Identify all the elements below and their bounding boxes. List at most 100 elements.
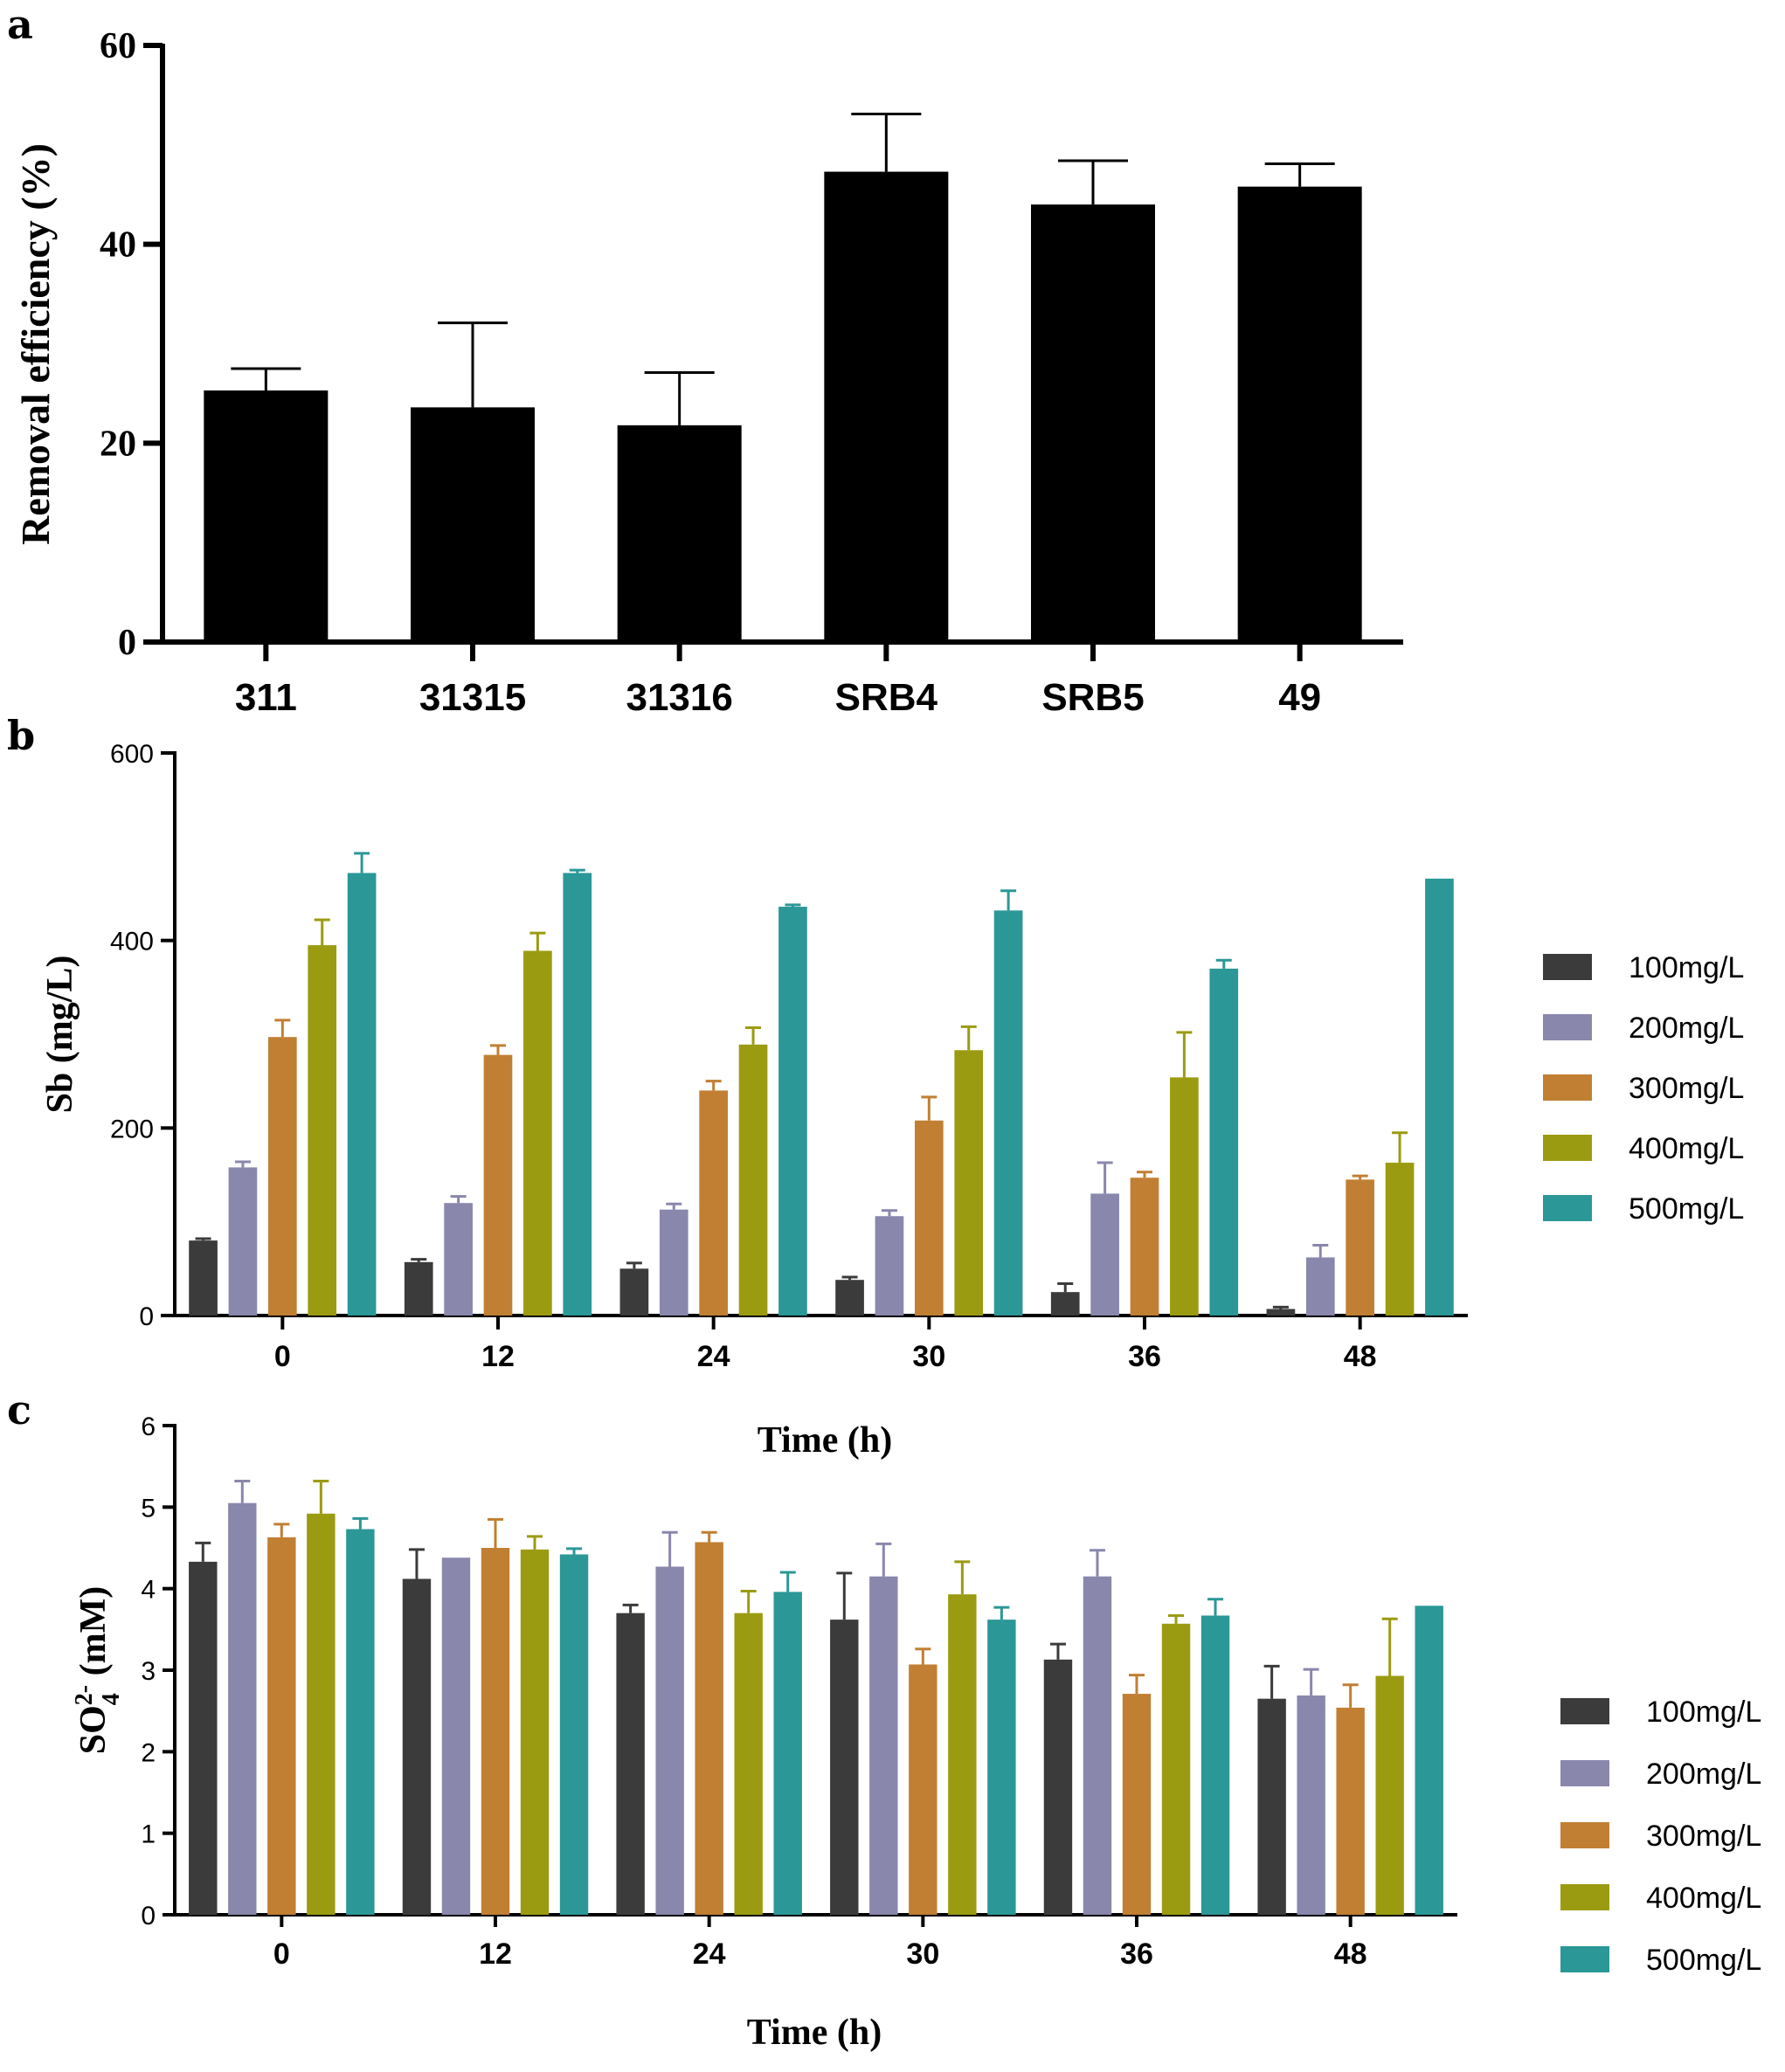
legend-swatch-500mg-l [1560, 1946, 1609, 1972]
y-axis-title: Sb (mg/L) [40, 956, 80, 1114]
y-tick-label-20: 20 [100, 424, 136, 464]
bar-removal-efficiency-311 [204, 390, 329, 642]
bar-100mg-l-48 [1266, 1309, 1296, 1316]
bar-500mg-l-30 [987, 1620, 1016, 1915]
y-axis-title: Removal efficiency (%) [13, 143, 58, 545]
x-tick-label-30: 30 [912, 1340, 945, 1373]
bar-300mg-l-0 [267, 1037, 297, 1316]
y-tick-label-400: 400 [110, 928, 154, 957]
legend-label-400mg-l: 400mg/L [1629, 1132, 1744, 1165]
bar-removal-efficiency-srb4 [824, 171, 949, 642]
x-tick-label-srb5: SRB5 [1041, 676, 1144, 719]
x-tick-label-0: 0 [273, 1937, 290, 1971]
bar-500mg-l-30 [993, 910, 1023, 1316]
bar-400mg-l-24 [738, 1044, 768, 1316]
x-tick-label-31316: 31316 [626, 676, 732, 719]
legend-label-200mg-l: 200mg/L [1629, 1012, 1744, 1045]
legend-swatch-500mg-l [1543, 1195, 1592, 1221]
y-tick-label-4: 4 [141, 1576, 156, 1605]
bar-400mg-l-0 [307, 1513, 336, 1915]
x-tick-label-31315: 31315 [419, 676, 526, 719]
legend-label-200mg-l: 200mg/L [1646, 1758, 1761, 1791]
y-tick-label-5: 5 [141, 1494, 156, 1523]
y-tick-label-6: 6 [141, 1412, 156, 1441]
y-tick-label-40: 40 [100, 225, 136, 266]
bar-100mg-l-36 [1050, 1292, 1080, 1316]
legend-label-100mg-l: 100mg/L [1629, 951, 1744, 984]
legend-b: 100mg/L 200mg/L 300mg/L 400mg/L 500mg/L [1543, 951, 1744, 1226]
bar-300mg-l-0 [267, 1537, 296, 1915]
bar-100mg-l-12 [402, 1578, 432, 1915]
panel-letter-c: c [7, 1386, 31, 1433]
bar-500mg-l-36 [1209, 968, 1239, 1316]
legend-swatch-400mg-l [1543, 1135, 1592, 1161]
bar-100mg-l-0 [189, 1561, 218, 1915]
x-tick-label-36: 36 [1128, 1340, 1161, 1373]
bar-removal-efficiency-49 [1237, 186, 1362, 643]
bar-300mg-l-30 [909, 1664, 937, 1915]
legend-label-100mg-l: 100mg/L [1646, 1696, 1761, 1729]
bar-400mg-l-30 [948, 1594, 977, 1915]
bar-500mg-l-24 [773, 1592, 802, 1915]
x-axis-title: Time (h) [747, 2013, 882, 2053]
y-tick-label-0: 0 [141, 1902, 156, 1930]
x-tick-label-24: 24 [693, 1937, 726, 1971]
bar-300mg-l-36 [1130, 1178, 1159, 1316]
y-axis-title-main: SO [73, 1705, 114, 1754]
x-tick-label-12: 12 [481, 1340, 515, 1373]
legend-label-400mg-l: 400mg/L [1646, 1882, 1761, 1915]
legend-label-300mg-l: 300mg/L [1646, 1820, 1761, 1853]
bar-400mg-l-0 [308, 945, 337, 1316]
bar-500mg-l-48 [1425, 878, 1454, 1316]
panel-letter-b: b [7, 712, 35, 759]
x-tick-label-48: 48 [1334, 1937, 1367, 1971]
legend-swatch-100mg-l [1560, 1698, 1609, 1724]
legend-label-500mg-l: 500mg/L [1646, 1944, 1761, 1977]
x-tick-label-24: 24 [697, 1340, 730, 1373]
legend-c: 100mg/L 200mg/L 300mg/L 400mg/L 500mg/L [1560, 1696, 1761, 1977]
y-tick-label-0: 0 [118, 623, 136, 663]
x-tick-label-311: 311 [235, 676, 297, 719]
legend-swatch-400mg-l [1560, 1884, 1609, 1910]
bar-200mg-l-0 [228, 1502, 257, 1915]
bar-100mg-l-48 [1257, 1698, 1286, 1915]
bar-200mg-l-36 [1090, 1193, 1119, 1316]
bar-400mg-l-48 [1385, 1163, 1415, 1316]
panel-letter-a: a [7, 1, 33, 48]
bar-200mg-l-48 [1297, 1695, 1325, 1915]
bar-200mg-l-12 [441, 1557, 471, 1915]
bar-removal-efficiency-31316 [617, 425, 742, 642]
y-tick-label-200: 200 [110, 1115, 154, 1143]
bar-200mg-l-36 [1083, 1576, 1112, 1915]
legend-label-500mg-l: 500mg/L [1629, 1192, 1744, 1226]
y-tick-label-1: 1 [141, 1820, 156, 1849]
bar-400mg-l-36 [1170, 1077, 1199, 1316]
x-tick-label-30: 30 [906, 1937, 939, 1971]
bar-200mg-l-30 [869, 1576, 898, 1915]
bar-100mg-l-30 [830, 1620, 859, 1915]
x-tick-label-12: 12 [479, 1937, 512, 1971]
y-tick-label-2: 2 [141, 1738, 156, 1767]
bar-500mg-l-0 [347, 873, 377, 1316]
bar-500mg-l-36 [1200, 1615, 1230, 1915]
bar-200mg-l-48 [1305, 1257, 1335, 1316]
bar-200mg-l-12 [444, 1203, 473, 1316]
panel-b-sb-concentration-chart: 0 200 400 600 0 12 24 30 36 48 Time (h) Sb (mg/L) [40, 740, 1468, 1461]
x-axis-title: Time (h) [758, 1420, 892, 1461]
bar-200mg-l-24 [659, 1209, 688, 1316]
x-tick-label-0: 0 [274, 1340, 291, 1373]
y-axis-title-superscript: 2- [71, 1685, 98, 1705]
bar-removal-efficiency-31315 [411, 407, 535, 642]
bar-400mg-l-24 [734, 1613, 763, 1915]
x-tick-label-srb4: SRB4 [835, 676, 938, 719]
bar-400mg-l-12 [520, 1549, 550, 1915]
legend-swatch-200mg-l [1543, 1014, 1592, 1040]
bar-100mg-l-30 [835, 1280, 864, 1316]
legend-swatch-200mg-l [1560, 1760, 1609, 1786]
bar-300mg-l-12 [481, 1548, 510, 1915]
y-tick-label-3: 3 [141, 1657, 156, 1686]
legend-swatch-300mg-l [1543, 1074, 1592, 1101]
bar-200mg-l-24 [655, 1566, 684, 1915]
